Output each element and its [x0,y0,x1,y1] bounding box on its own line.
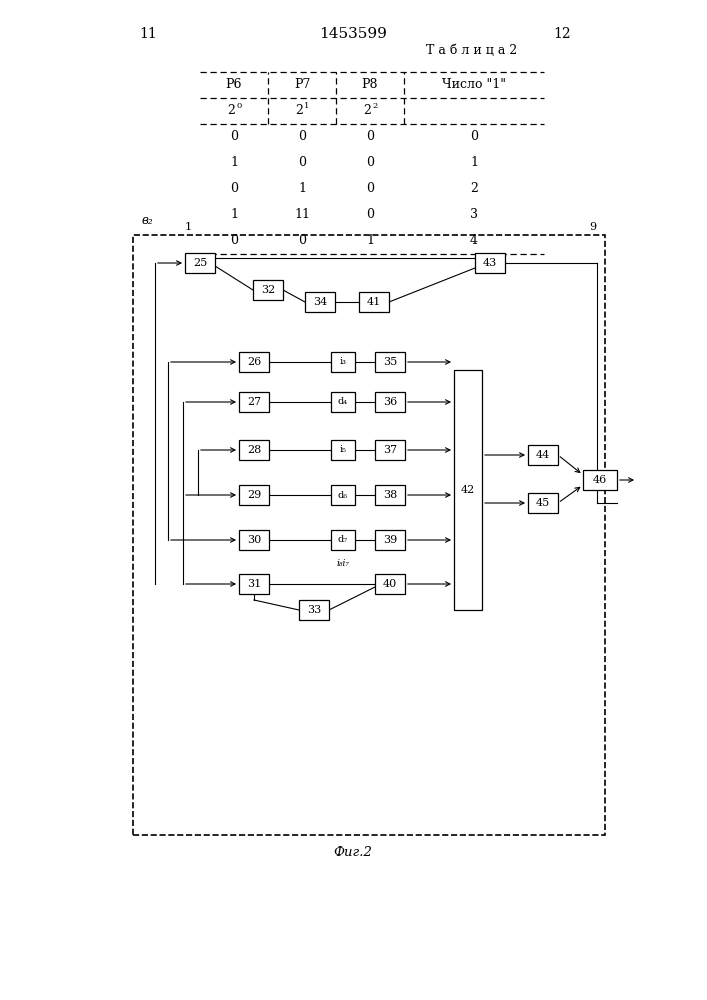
Text: 0: 0 [298,234,306,247]
Text: 1: 1 [230,209,238,222]
Text: 27: 27 [247,397,261,407]
Text: 0: 0 [470,130,478,143]
Text: 42: 42 [461,485,475,495]
Text: 2: 2 [363,104,371,117]
Text: P6: P6 [226,79,243,92]
Text: 2: 2 [227,104,235,117]
Text: 0: 0 [236,102,242,110]
Bar [331,530,355,550]
Text: 43: 43 [483,258,497,268]
Text: 29: 29 [247,490,261,500]
Text: d₆: d₆ [338,490,348,499]
Bar [375,352,405,372]
Bar [239,352,269,372]
Bar [359,292,389,312]
Text: 39: 39 [383,535,397,545]
Text: 1453599: 1453599 [319,27,387,41]
Text: 9: 9 [590,222,597,232]
Text: 0: 0 [230,234,238,247]
Bar [239,440,269,460]
Text: 35: 35 [383,357,397,367]
Text: 0: 0 [366,209,374,222]
Text: 0: 0 [230,182,238,196]
Text: 2: 2 [295,104,303,117]
Text: 37: 37 [383,445,397,455]
Bar [239,485,269,505]
Bar [331,352,355,372]
Text: P7: P7 [294,79,310,92]
Text: Фиг.2: Фиг.2 [334,846,373,858]
Bar [475,253,505,273]
Text: 33: 33 [307,605,321,615]
Text: 2: 2 [470,182,478,196]
Bar [239,530,269,550]
Text: i₅: i₅ [339,446,346,454]
Text: 26: 26 [247,357,261,367]
Bar [253,280,283,300]
Text: 28: 28 [247,445,261,455]
Text: 46: 46 [593,475,607,485]
Text: 40: 40 [383,579,397,589]
Bar [239,392,269,412]
Text: 41: 41 [367,297,381,307]
Text: 2: 2 [373,102,378,110]
Bar [299,600,329,620]
Text: 0: 0 [366,156,374,169]
Text: d₇: d₇ [338,536,348,544]
Text: 1: 1 [230,156,238,169]
Bar [528,493,558,513]
Text: 0: 0 [230,130,238,143]
Bar [454,370,482,610]
Text: 4: 4 [470,234,478,247]
Text: 1: 1 [366,234,374,247]
Text: 1: 1 [185,222,192,232]
Text: i₃: i₃ [339,358,346,366]
Bar [305,292,335,312]
Text: 32: 32 [261,285,275,295]
Text: 38: 38 [383,490,397,500]
Text: 0: 0 [366,182,374,196]
Bar [375,530,405,550]
Bar [331,440,355,460]
Text: Число "1": Число "1" [442,79,506,92]
Bar [185,253,215,273]
Bar [239,574,269,594]
Text: 3: 3 [470,209,478,222]
Bar [375,392,405,412]
Bar [375,485,405,505]
Text: 1: 1 [470,156,478,169]
Bar [375,440,405,460]
Text: i₈i₇: i₈i₇ [337,560,349,568]
Bar [375,574,405,594]
Text: 34: 34 [313,297,327,307]
Text: P8: P8 [362,79,378,92]
Text: 31: 31 [247,579,261,589]
Text: 30: 30 [247,535,261,545]
Text: 11: 11 [139,27,157,41]
Text: 12: 12 [553,27,571,41]
Text: 44: 44 [536,450,550,460]
Text: Т а б л и ц а 2: Т а б л и ц а 2 [426,43,518,56]
Bar [583,470,617,490]
Text: 1: 1 [298,182,306,196]
Text: d₄: d₄ [338,397,348,406]
Text: 1: 1 [304,102,310,110]
Text: 25: 25 [193,258,207,268]
Text: 0: 0 [298,130,306,143]
Bar [528,445,558,465]
Bar [331,485,355,505]
Bar [331,392,355,412]
Text: 45: 45 [536,498,550,508]
Text: 0: 0 [366,130,374,143]
Text: 11: 11 [294,209,310,222]
Text: 36: 36 [383,397,397,407]
Text: в₂: в₂ [141,215,153,228]
Text: 0: 0 [298,156,306,169]
